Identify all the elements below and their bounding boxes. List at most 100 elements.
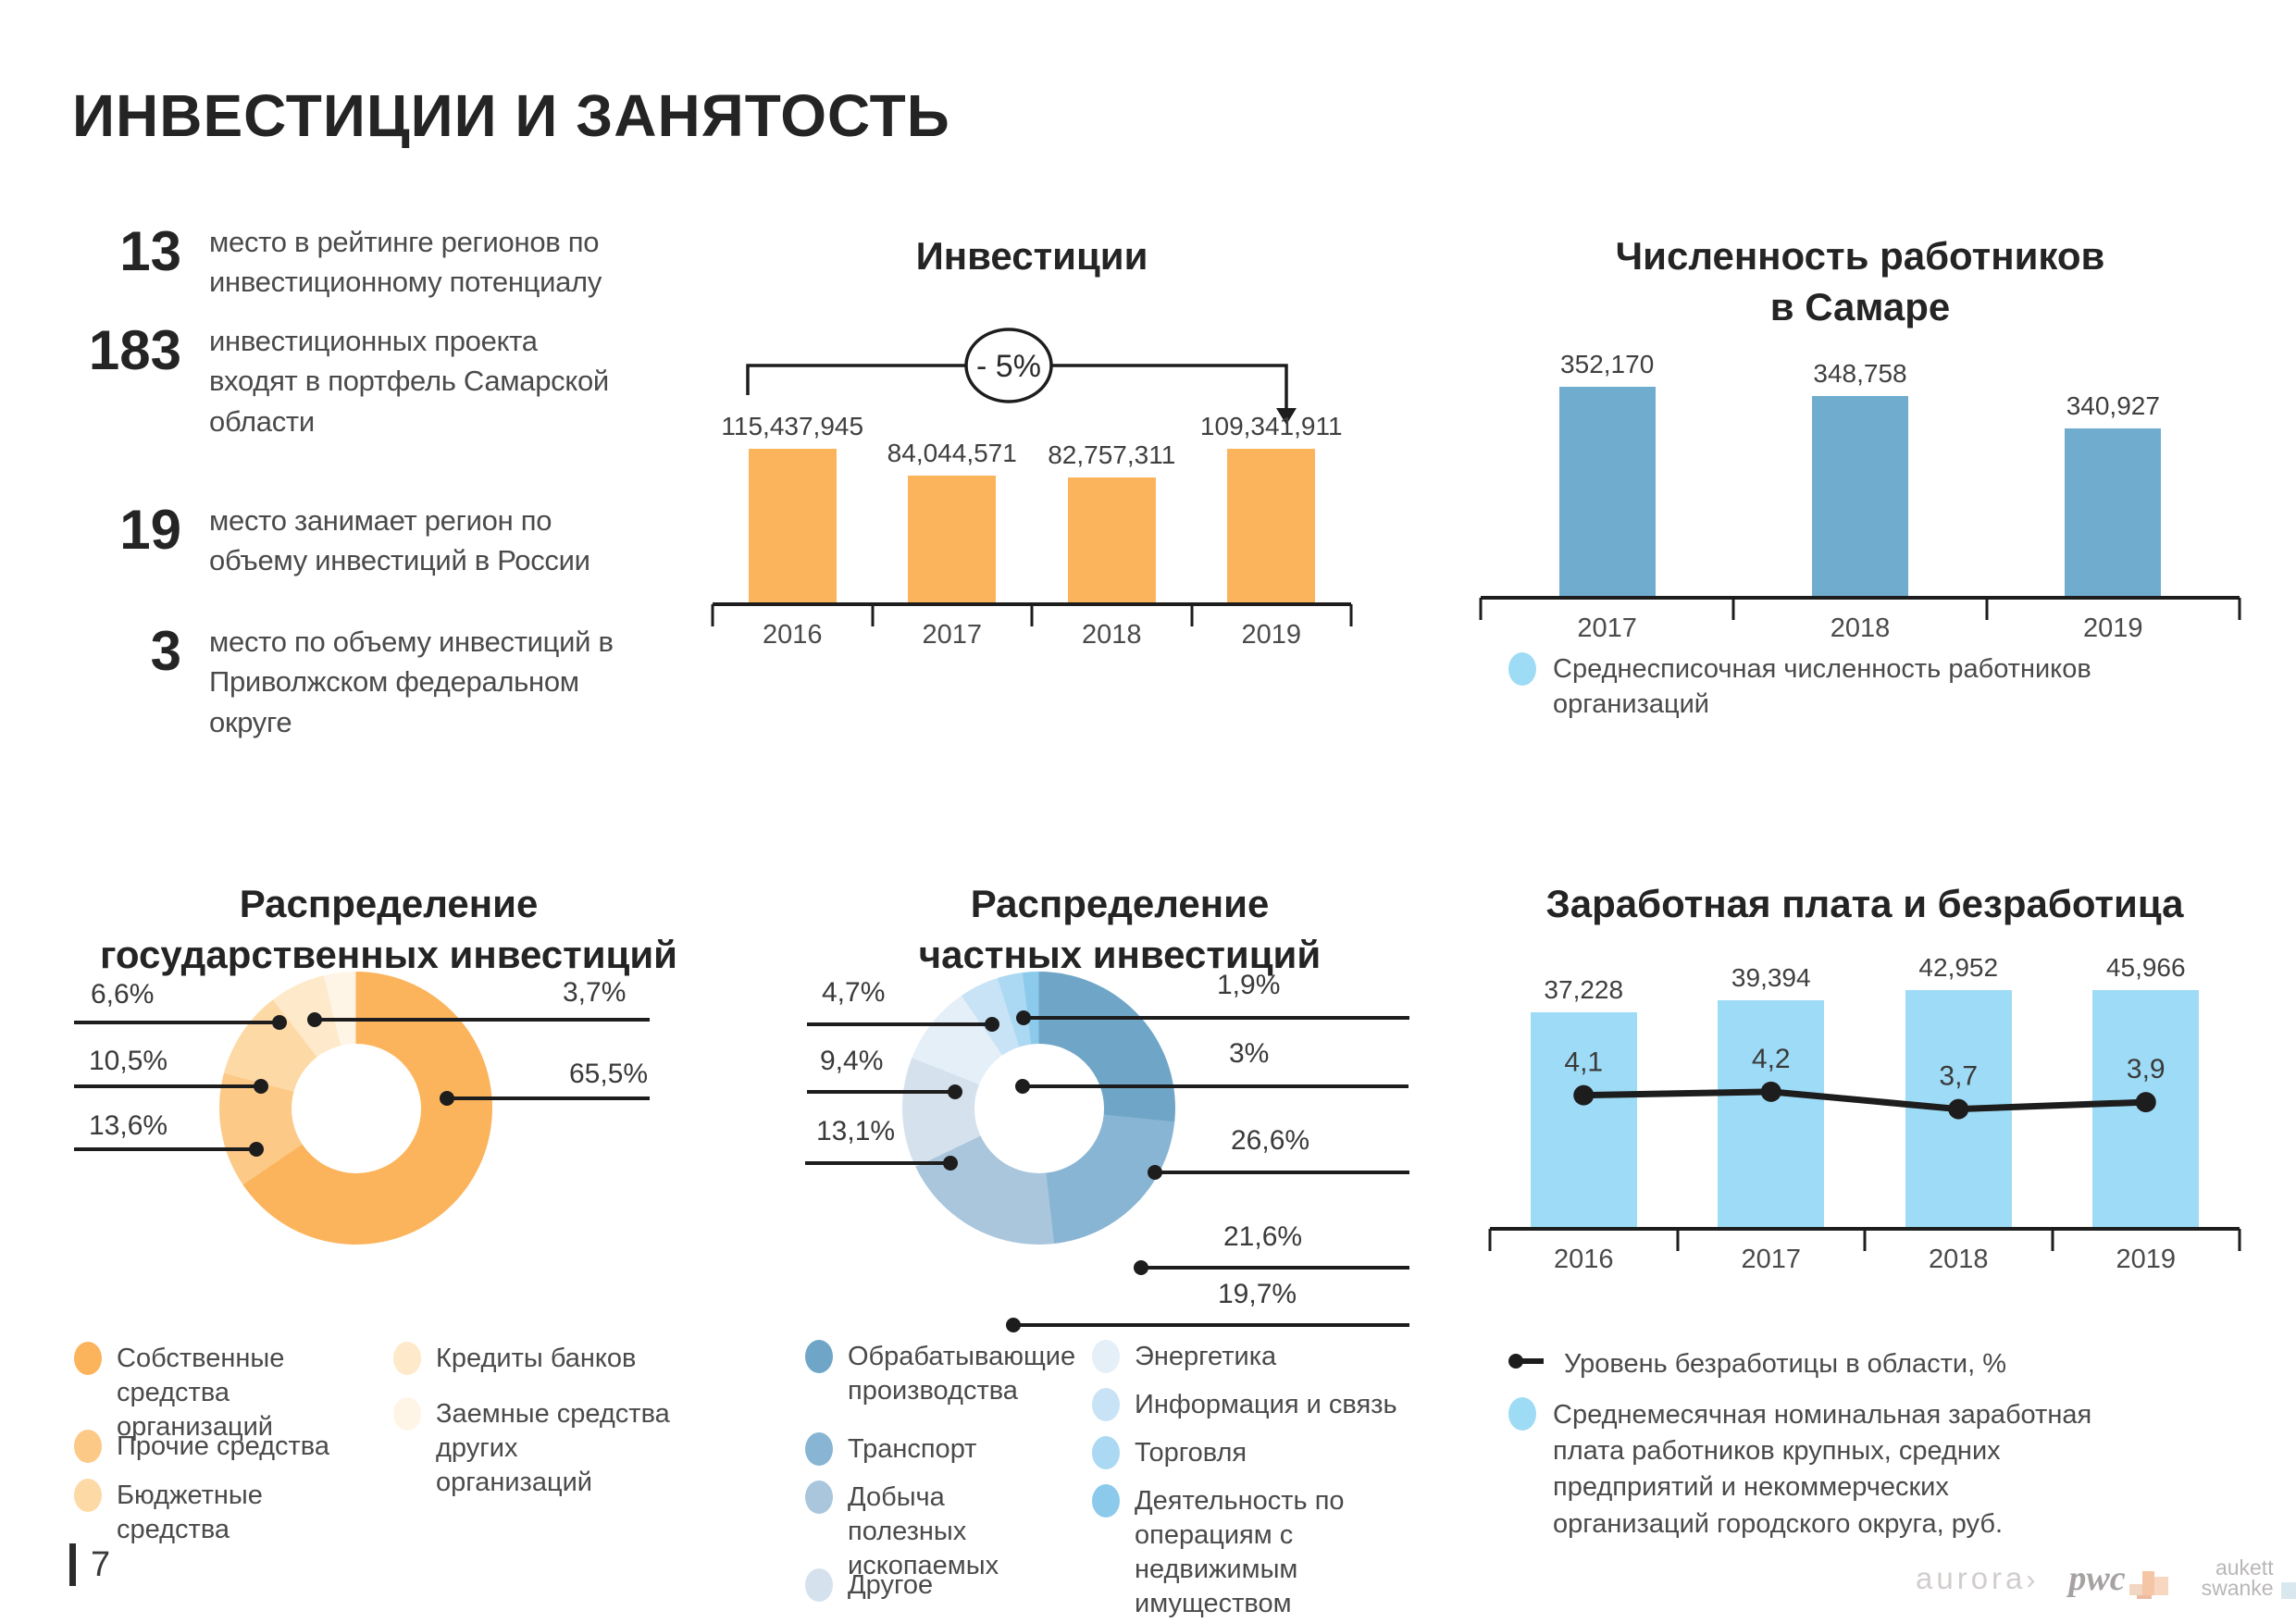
pie-label: 4,7% [822, 977, 886, 1008]
stat-label: инвестиционных проекта входят в портфель… [209, 324, 609, 438]
leader-dot-icon [1134, 1260, 1148, 1275]
chart-investments: Инвестиции - 5% 115,437,945 2016 84,044,57… [711, 231, 1353, 685]
chart-salary-unemployment: Заработная плата и безработица 37,228 201… [1488, 879, 2241, 1619]
chart-title: Заработная плата и безработица [1545, 882, 2184, 925]
bar-group: 348,758 2018 [1733, 350, 1986, 643]
pie-label: 65,5% [569, 1059, 649, 1089]
legend-item: Другое [805, 1568, 1055, 1603]
stat-label: место в рейтинге регионов по инвестицион… [209, 226, 602, 299]
legend-label: Информация и связь [1135, 1390, 1397, 1419]
legend-dot-icon [74, 1430, 102, 1463]
legend-label: Собственные средства организаций [117, 1344, 285, 1443]
bar-group: 37,228 2016 [1490, 953, 1678, 1274]
legend-item: Добыча полезных ископаемых [805, 1481, 1055, 1583]
stat-label: место по объему инвестиций в Приволжском… [209, 625, 614, 738]
axis-tick [1349, 604, 1353, 626]
leader-dot-icon [440, 1091, 454, 1106]
legend-dot-icon [805, 1432, 833, 1466]
leader-line [807, 1084, 962, 1099]
legend-label: Энергетика [1135, 1342, 1277, 1371]
page-number-block: 7 [69, 1543, 110, 1586]
line-legend-icon [1508, 1354, 1547, 1369]
leader-line [807, 1017, 999, 1032]
legend-item: Кредиты банков [393, 1342, 671, 1376]
leader-dot-icon [943, 1156, 958, 1171]
pie-label: 3,7% [563, 977, 627, 1008]
x-tick-label: 2019 [2083, 613, 2143, 643]
legend-dot-icon [393, 1342, 421, 1375]
legend-item: Среднесписочная численность работников о… [1508, 652, 2240, 722]
page-number-bar [69, 1543, 76, 1586]
stat-rating: 13 место в рейтинге регионов по инвестиц… [72, 222, 664, 303]
legend-label: Торговля [1135, 1438, 1247, 1468]
pie-label: 6,6% [91, 979, 155, 1010]
leader-line [1016, 1010, 1409, 1025]
axis-tick [1863, 1229, 1867, 1251]
pie-label: 13,6% [89, 1110, 168, 1141]
leader-line [440, 1091, 650, 1106]
bar-value-label: 39,394 [1731, 963, 1811, 992]
bar-value-label: 37,228 [1544, 975, 1624, 1004]
change-annotation: - 5% [746, 328, 1297, 425]
bar-group: 84,044,571 2017 [873, 412, 1033, 650]
line-series: 4,1 4,2 3,7 3,9 [1564, 1044, 2166, 1120]
x-tick-label: 2017 [922, 620, 982, 650]
legend-label: Уровень безработицы в области, % [1564, 1349, 2007, 1379]
aukett-swanke-logo: aukett swanke [2202, 1557, 2296, 1599]
bar [1530, 1012, 1637, 1227]
bar-group: 109,341,911 2019 [1192, 412, 1352, 650]
stat-district-rank: 3 место по объему инвестиций в Приволжск… [72, 622, 664, 742]
leader-dot-icon [249, 1142, 264, 1157]
x-tick-label: 2019 [2116, 1245, 2176, 1274]
line-point [1948, 1098, 1969, 1120]
legend-item: Торговля [1092, 1436, 1425, 1470]
legend-label: Бюджетные средства [117, 1481, 263, 1545]
axis-tick [1488, 1229, 1492, 1251]
leader-line [1015, 1079, 1409, 1094]
stat-projects: 183 инвестиционных проекта входят в порт… [72, 321, 664, 441]
axis-tick [2051, 1229, 2054, 1251]
line-value-label: 4,1 [1564, 1047, 1603, 1078]
chart-title: Численность работников в Самаре [1615, 234, 2105, 328]
leader-dot-icon [307, 1012, 322, 1027]
chart-title: Инвестиции [915, 234, 1148, 278]
donut-chart [219, 972, 492, 1245]
legend-dot-icon [1092, 1340, 1120, 1373]
donut-hole [291, 1043, 421, 1173]
leader-line [74, 1142, 264, 1157]
line-value-label: 4,2 [1752, 1044, 1791, 1074]
line-point [2135, 1092, 2156, 1113]
legend-dot-icon [1092, 1436, 1120, 1469]
leader-dot-icon [985, 1017, 999, 1032]
legend-dot-icon [805, 1481, 833, 1514]
bar-group: 352,170 2017 [1481, 350, 1733, 643]
page-number: 7 [91, 1544, 111, 1584]
bar-group: 340,927 2019 [1987, 350, 2240, 643]
legend-dot-icon [1508, 652, 1536, 686]
pie-label: 1,9% [1217, 970, 1281, 1000]
x-tick-label: 2018 [1928, 1245, 1989, 1274]
bar-value-label: 348,758 [1813, 359, 1907, 388]
pie-label: 10,5% [89, 1046, 168, 1076]
leader-line [805, 1156, 958, 1171]
chart-gov-investments: Распределение государственных инвестиций… [65, 879, 713, 1619]
legend-label: Добыча полезных ископаемых [848, 1482, 999, 1581]
legend-item: Бюджетные средства [74, 1479, 379, 1547]
legend-dot-icon [1092, 1484, 1120, 1518]
legend-label: Деятельность по операциям с недвижимым и… [1135, 1486, 1345, 1619]
leader-line [74, 1015, 287, 1030]
legend-dot-icon [1092, 1388, 1120, 1421]
chart-private-investments: Распределение частных инвестиций 1,9% 3%… [796, 879, 1444, 1619]
x-tick-label: 2016 [1553, 1245, 1614, 1274]
legend-item: Прочие средства [74, 1430, 361, 1464]
bar [2065, 428, 2162, 596]
axis-tick [2238, 1229, 2241, 1251]
x-tick-label: 2016 [762, 620, 823, 650]
aukett-square-icon [2280, 1581, 2296, 1599]
stat-value: 3 [150, 619, 181, 682]
bar-group: 39,394 2017 [1678, 953, 1866, 1274]
bar-line-plot: 37,228 2016 39,394 2017 42,952 2018 45,966 2019… [1488, 953, 2241, 1274]
pie-label: 19,7% [1218, 1279, 1297, 1309]
pie-label: 9,4% [820, 1046, 884, 1076]
bar [748, 449, 837, 602]
